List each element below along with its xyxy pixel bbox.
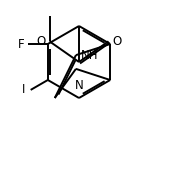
Text: I: I [22, 83, 26, 96]
Text: NH: NH [81, 49, 98, 62]
Text: F: F [17, 37, 24, 51]
Text: O: O [112, 35, 122, 48]
Text: O: O [36, 35, 46, 48]
Text: N: N [75, 79, 83, 92]
